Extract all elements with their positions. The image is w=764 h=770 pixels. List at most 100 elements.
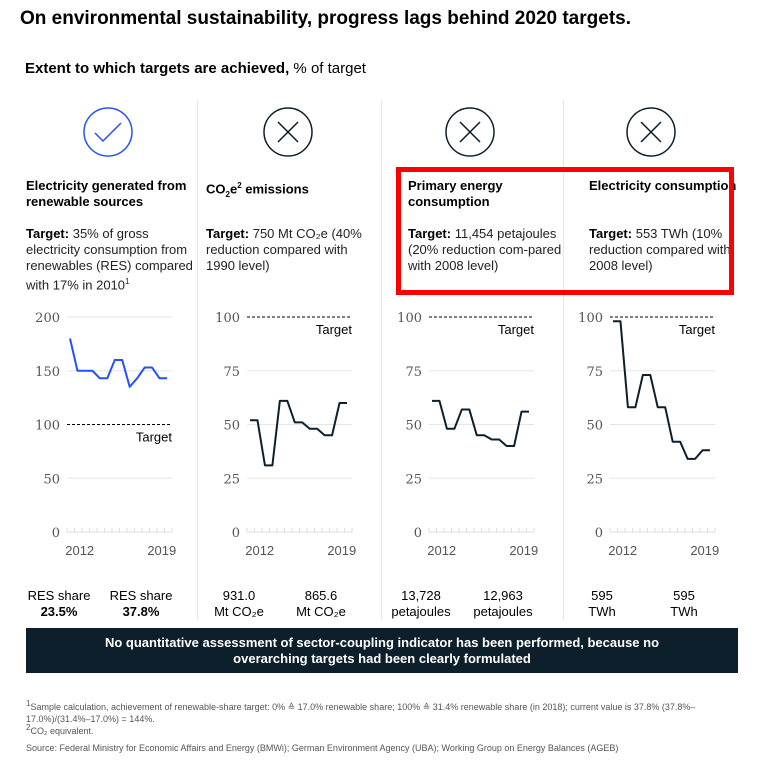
target-text: 35% of gross electricity consumption fro…	[26, 226, 193, 293]
start-value-number: 595	[591, 588, 613, 603]
column-title: Electricity generated from renewable sou…	[26, 178, 187, 209]
check-circle-icon	[83, 107, 133, 157]
column-target: Target: 553 TWh (10% reduction compared …	[589, 226, 739, 274]
target-label: Target	[316, 322, 353, 337]
footnote-ref: 1	[125, 277, 130, 286]
y-tick-label: 100	[215, 311, 240, 326]
column-target: Target: 750 Mt CO₂e (40% reduction compa…	[206, 226, 378, 274]
y-tick-label: 75	[405, 365, 422, 380]
y-tick-label: 100	[35, 419, 60, 434]
end-value-label: RES share	[109, 588, 173, 603]
start-value: 13,728 petajoules	[376, 588, 466, 620]
target-text: 750 Mt CO₂e (40% reduction compared with…	[206, 226, 362, 273]
line-chart-electricity-consumption: 0 25 50 75 100 Target 2012 2019	[578, 311, 719, 558]
x-circle-icon	[626, 107, 676, 157]
x-tick-label: 2019	[327, 543, 356, 558]
y-tick-label: 200	[35, 311, 60, 326]
x-tick-label: 2019	[509, 543, 538, 558]
target-label: Target	[498, 322, 535, 337]
y-tick-label: 0	[595, 526, 603, 541]
start-value-number: 13,728	[401, 588, 441, 603]
y-tick-label: 100	[578, 311, 603, 326]
y-tick-label: 50	[43, 472, 60, 487]
subtitle-unit: % of target	[289, 60, 366, 77]
series-line	[250, 399, 347, 467]
column-title: Primary energy consumption	[408, 178, 503, 209]
y-tick-label: 0	[232, 526, 240, 541]
y-tick-label: 25	[586, 472, 603, 487]
footnote-number: 2	[26, 723, 31, 732]
column-electricity-consumption: Electricity consumption Target: 553 TWh …	[563, 100, 743, 625]
end-value-unit: TWh	[670, 604, 698, 619]
y-tick-label: 25	[223, 472, 240, 487]
x-tick-label: 2012	[65, 543, 94, 558]
target-text: 11,454 petajoules (20% reduction com-par…	[408, 226, 562, 273]
column-co2: CO2e2 emissions Target: 750 Mt CO₂e (40%…	[200, 100, 380, 625]
start-value-number: 23.5%	[40, 604, 78, 619]
start-value: 595 TWh	[557, 588, 647, 620]
y-tick-label: 0	[52, 526, 60, 541]
y-tick-label: 50	[405, 419, 422, 434]
footnote-text: CO₂ equivalent.	[30, 726, 94, 736]
x-circle-icon	[263, 107, 313, 157]
line-chart-co2: 0 25 50 75 100 Target 2012 2019	[215, 311, 356, 558]
end-value: 865.6 Mt CO₂e	[276, 588, 366, 620]
banner-text: No quantitative assessment of sector-cou…	[104, 634, 660, 666]
x-circle-icon	[445, 107, 495, 157]
end-value-number: 12,963	[483, 588, 523, 603]
end-value-number: 595	[673, 588, 695, 603]
column-title: CO2e2 emissions	[206, 178, 378, 203]
sector-coupling-banner: No quantitative assessment of sector-cou…	[26, 628, 738, 673]
target-label: Target:	[206, 226, 250, 241]
y-tick-label: 150	[35, 365, 60, 380]
end-value: 595 TWh	[639, 588, 729, 620]
end-value-number: 865.6	[304, 588, 338, 603]
end-value-unit: Mt CO₂e	[296, 604, 346, 619]
start-value: 931.0 Mt CO₂e	[194, 588, 284, 620]
title-part: e	[229, 181, 238, 197]
title-sub: 2	[225, 189, 230, 199]
column-target: Target: 35% of gross electricity consump…	[26, 226, 198, 293]
line-chart-renewables: 0 50 100 150 200 Target 2012 2019	[35, 311, 176, 558]
start-value: RES share 23.5%	[14, 588, 104, 620]
column-title: Electricity consumption	[589, 178, 737, 193]
start-value-unit: petajoules	[391, 604, 451, 619]
title-part: CO	[206, 181, 226, 197]
y-tick-label: 100	[397, 311, 422, 326]
end-value-number: 37.8%	[122, 604, 160, 619]
column-primary-energy: Primary energy consumption Target: 11,45…	[382, 100, 562, 625]
y-tick-label: 0	[414, 526, 422, 541]
y-tick-label: 50	[586, 419, 603, 434]
column-renewables: Electricity generated from renewable sou…	[20, 100, 200, 625]
y-tick-label: 50	[223, 419, 240, 434]
start-value-number: 931.0	[222, 588, 256, 603]
x-tick-label: 2019	[690, 543, 719, 558]
page-title: On environmental sustainability, progres…	[20, 8, 631, 29]
start-value-label: RES share	[27, 588, 91, 603]
chart-subtitle: Extent to which targets are achieved, % …	[25, 60, 366, 77]
x-tick-label: 2019	[147, 543, 176, 558]
end-value: RES share 37.8%	[96, 588, 186, 620]
target-text: 553 TWh (10% reduction compared with 200…	[589, 226, 731, 273]
column-divider	[381, 100, 382, 620]
column-divider	[563, 100, 564, 620]
series-line	[613, 320, 710, 460]
x-tick-label: 2012	[245, 543, 274, 558]
highlight-box	[396, 167, 734, 295]
footnote-text: Sample calculation, achievement of renew…	[26, 702, 696, 724]
target-label: Target:	[408, 226, 452, 241]
title-part: emissions	[241, 181, 309, 197]
column-target: Target: 11,454 petajoules (20% reduction…	[408, 226, 563, 274]
end-value: 12,963 petajoules	[458, 588, 548, 620]
series-line	[69, 338, 167, 388]
subtitle-bold: Extent to which targets are achieved,	[25, 60, 290, 77]
target-label: Target	[136, 430, 173, 445]
x-tick-label: 2012	[427, 543, 456, 558]
footnote-2: 2CO₂ equivalent.	[26, 722, 746, 737]
target-label: Target	[679, 322, 716, 337]
footnote-ref: 2	[237, 181, 242, 190]
x-tick-label: 2012	[608, 543, 637, 558]
footnote-1: 1Sample calculation, achievement of rene…	[26, 698, 746, 725]
source-note: Source: Federal Ministry for Economic Af…	[26, 743, 619, 753]
y-tick-label: 25	[405, 472, 422, 487]
